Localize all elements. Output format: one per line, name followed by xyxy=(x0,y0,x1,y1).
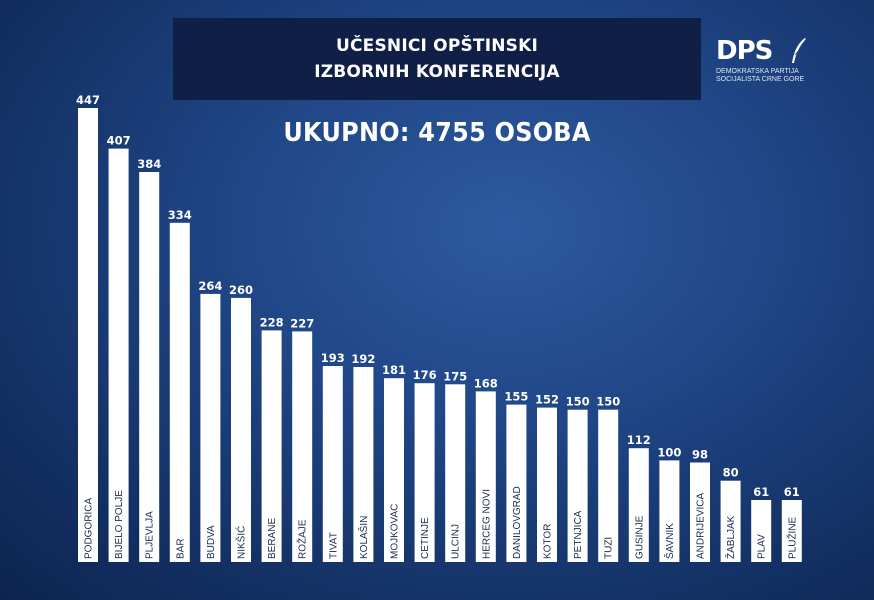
category-label: BERANE xyxy=(267,518,278,559)
bar-value-label: 152 xyxy=(535,393,559,407)
bar-herceg-novi xyxy=(475,391,496,562)
logo-wordmark: DPS xyxy=(716,36,773,66)
category-label: ANDRIJEVICA xyxy=(696,493,707,559)
bar-value-label: 150 xyxy=(596,395,620,409)
category-label: NIKŠIĆ xyxy=(235,526,248,559)
category-label: TUZI xyxy=(604,537,615,559)
category-label: MOJKOVAC xyxy=(390,504,401,559)
title-box: UČESNICI OPŠTINSKI IZBORNIH KONFERENCIJA xyxy=(173,18,701,100)
bar-value-label: 181 xyxy=(382,363,406,377)
category-label: PLJEVLJA xyxy=(145,511,156,559)
bar-rožaje xyxy=(292,331,313,562)
bar-ulcinj xyxy=(445,384,466,562)
bar-danilovgrad xyxy=(506,404,527,562)
bar-value-label: 112 xyxy=(627,433,651,447)
bar-tuzi xyxy=(598,409,619,562)
bar-value-label: 227 xyxy=(290,316,314,330)
bar-value-label: 175 xyxy=(443,369,467,383)
bar-plužine xyxy=(781,500,802,562)
category-label: ŠAVNIK xyxy=(663,523,676,559)
bar-value-label: 61 xyxy=(753,485,769,499)
bar-andrijevica xyxy=(690,462,710,562)
category-label: TIVAT xyxy=(328,532,339,559)
category-label: HERCEG NOVI xyxy=(481,489,492,559)
bar-value-label: 228 xyxy=(260,315,284,329)
bar-žabljak xyxy=(720,480,741,562)
category-label: PLAV xyxy=(757,534,768,559)
dps-logo: DPS DEMOKRATSKA PARTIJA SOCIJALISTA CRNE… xyxy=(716,37,812,93)
bar-value-label: 407 xyxy=(107,134,131,148)
bar-kolašin xyxy=(353,367,374,562)
total-label: UKUPNO: 4755 OSOBA xyxy=(283,118,591,148)
bar-value-label: 176 xyxy=(413,368,437,382)
bar-bar xyxy=(169,222,190,563)
bar-value-label: 100 xyxy=(657,445,681,459)
category-label: BIJELO POLJE xyxy=(114,490,125,559)
title-line-1: UČESNICI OPŠTINSKI xyxy=(335,36,539,56)
bar-tivat xyxy=(322,366,343,562)
category-label: KOTOR xyxy=(543,524,554,559)
title-line-2: IZBORNIH KONFERENCIJA xyxy=(314,62,560,82)
bar-petnjica xyxy=(567,409,588,562)
category-label: CETINJE xyxy=(420,517,431,559)
logo-subtitle: DEMOKRATSKA PARTIJA SOCIJALISTA CRNE GOR… xyxy=(716,68,805,83)
category-label: ULCINJ xyxy=(451,524,462,559)
bar-value-label: 334 xyxy=(168,208,192,222)
bar-budva xyxy=(200,293,221,562)
bar-šavnik xyxy=(659,460,680,562)
bar-value-label: 264 xyxy=(198,279,222,293)
category-label: BUDVA xyxy=(206,525,217,559)
bar-value-label: 384 xyxy=(137,157,161,171)
category-label: ROŽAJE xyxy=(296,519,309,559)
category-label: DANILOVGRAD xyxy=(512,486,523,559)
bar-mojkovac xyxy=(384,378,404,562)
bar-berane xyxy=(261,330,282,562)
bar-pljevlja xyxy=(139,172,160,562)
bar-value-label: 193 xyxy=(321,351,345,365)
bar-value-label: 155 xyxy=(504,390,528,404)
bar-bijelo-polje xyxy=(108,148,129,562)
category-label: PETNJICA xyxy=(573,510,584,559)
bar-value-label: 260 xyxy=(229,283,253,297)
bar-nikšić xyxy=(231,297,251,562)
bar-cetinje xyxy=(414,383,435,562)
bar-value-label: 61 xyxy=(784,485,800,499)
category-label: GUSINJE xyxy=(634,515,645,559)
category-label: PODGORICA xyxy=(84,498,95,559)
quill-icon xyxy=(792,38,807,63)
bar-value-label: 80 xyxy=(723,466,739,480)
bar-kotor xyxy=(537,407,557,562)
bar-value-label: 150 xyxy=(566,395,590,409)
bar-plav xyxy=(751,500,772,562)
category-label: KOLAŠIN xyxy=(357,516,370,559)
bar-value-label: 168 xyxy=(474,376,498,390)
category-label: PLUŽINE xyxy=(785,516,798,559)
bar-podgorica xyxy=(78,108,98,562)
bar-value-label: 192 xyxy=(351,352,375,366)
category-label: BAR xyxy=(175,538,186,559)
category-label: ŽABLJAK xyxy=(724,515,737,559)
bar-gusinje xyxy=(628,448,649,562)
bar-value-label: 447 xyxy=(76,93,100,107)
bar-value-label: 98 xyxy=(692,448,708,462)
